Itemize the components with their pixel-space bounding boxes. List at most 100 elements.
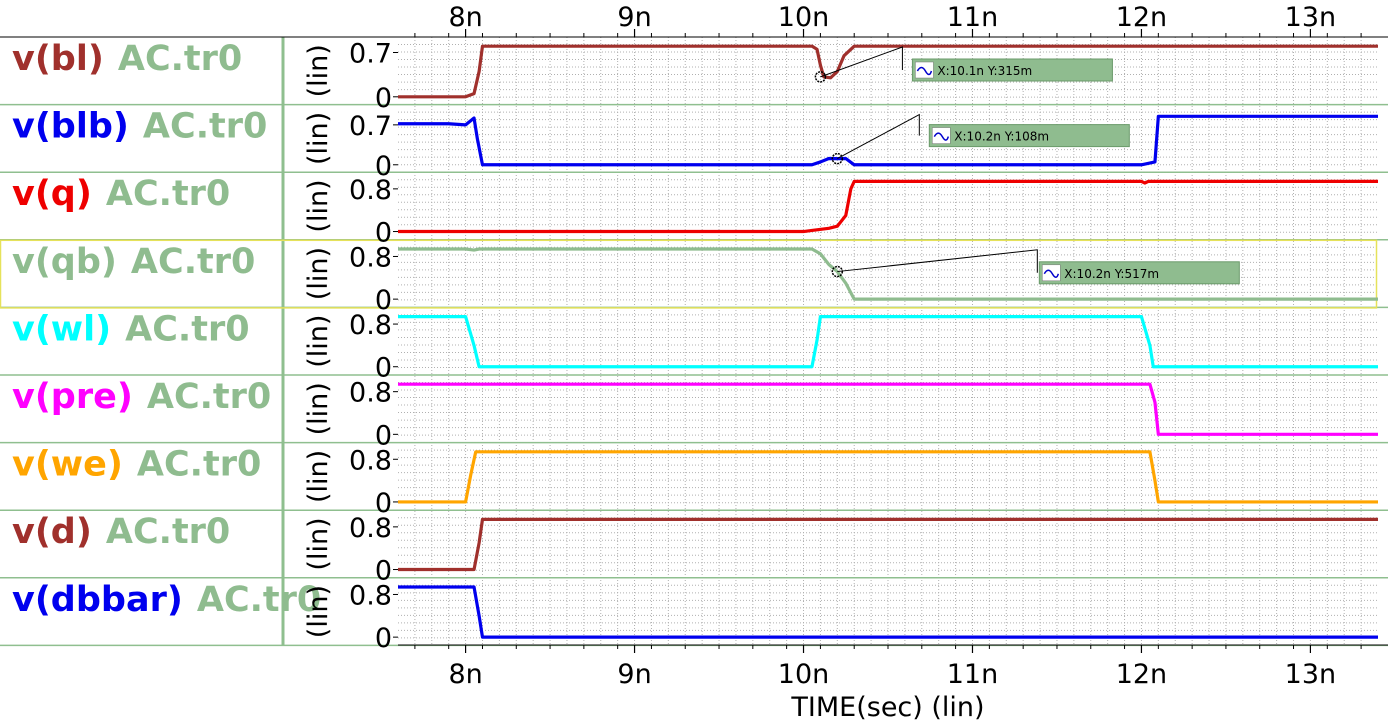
y-tick-label: 0 <box>375 556 392 587</box>
signal-label-vdbbar[interactable]: v(dbbar) AC.tr0 <box>12 580 321 620</box>
y-axis-label: (lin) <box>303 450 334 503</box>
x-tick-label-top: 13n <box>1285 2 1336 33</box>
marker-point[interactable] <box>831 152 844 165</box>
waveform-v-qb <box>398 247 1378 301</box>
sine-wave-icon <box>1043 269 1060 279</box>
marker-layer: X:10.1n Y:315m X:10.2n Y:108m X:10.2n Y:51… <box>814 46 1240 285</box>
x-tick-label-top: 9n <box>617 2 651 33</box>
signal-name: v(we) <box>12 445 123 485</box>
signal-label-vwl[interactable]: v(wl) AC.tr0 <box>12 309 250 349</box>
y-tick-label: 0 <box>375 420 392 451</box>
marker-point[interactable] <box>831 265 844 278</box>
signal-label-vblb[interactable]: v(blb) AC.tr0 <box>12 107 267 147</box>
marker-box <box>1038 261 1240 285</box>
y-axis-label: (lin) <box>303 315 334 368</box>
marker-readout[interactable]: X:10.2n Y:108m <box>928 124 1130 148</box>
signal-name: v(qb) <box>12 242 117 282</box>
y-axis-label: (lin) <box>303 585 334 638</box>
x-tick-label-top: 10n <box>778 2 829 33</box>
signal-source: AC.tr0 <box>137 445 261 485</box>
signal-source: AC.tr0 <box>197 580 321 620</box>
y-tick-label: 0.8 <box>349 580 392 611</box>
y-axis-label: (lin) <box>303 179 334 232</box>
y-tick-label: 0.8 <box>349 513 392 544</box>
marker-leader-line <box>837 249 1038 273</box>
y-tick-label: 0 <box>375 623 392 654</box>
marker-readout[interactable]: X:10.1n Y:315m <box>911 58 1113 82</box>
y-axis-label: (lin) <box>303 247 334 300</box>
signal-label-vbl[interactable]: v(bl) AC.tr0 <box>12 39 242 79</box>
signal-source: AC.tr0 <box>125 309 249 349</box>
x-tick-label-bottom: 9n <box>617 659 651 690</box>
x-tick-label-top: 12n <box>1116 2 1167 33</box>
waveform-v-we <box>398 450 1378 504</box>
y-tick-label: 0.8 <box>349 242 392 273</box>
x-tick-label-bottom: 13n <box>1285 659 1336 690</box>
marker-label: X:10.1n Y:315m <box>937 64 1032 78</box>
signal-label-vpre[interactable]: v(pre) AC.tr0 <box>12 377 271 417</box>
signal-source: AC.tr0 <box>143 107 267 147</box>
y-axis-label: (lin) <box>303 44 334 97</box>
signal-source: AC.tr0 <box>106 174 230 214</box>
y-tick-label: 0 <box>375 83 392 114</box>
waveform-v-bl <box>398 44 1378 99</box>
y-axis-label: (lin) <box>303 112 334 165</box>
x-tick-label-bottom: 11n <box>947 659 998 690</box>
signal-source: AC.tr0 <box>118 39 242 79</box>
y-tick-label: 0.8 <box>349 310 392 341</box>
waveform-v-dbbar <box>398 585 1378 639</box>
x-axis-title: TIME(sec) (lin) <box>790 692 984 723</box>
marker-box <box>928 124 1130 148</box>
signal-name: v(blb) <box>12 107 129 147</box>
signal-name: v(wl) <box>12 309 111 349</box>
sine-wave-icon <box>916 66 933 76</box>
label-layer: v(bl) AC.tr0 (lin)00.7v(blb) AC.tr0 (lin)00.… <box>12 38 392 654</box>
x-tick-label-top: 8n <box>448 2 482 33</box>
y-tick-label: 0 <box>375 218 392 249</box>
waveform-v-q <box>398 179 1378 234</box>
marker-label: X:10.2n Y:108m <box>954 130 1049 144</box>
marker-label: X:10.2n Y:517m <box>1064 267 1159 281</box>
y-tick-label: 0.7 <box>349 111 392 142</box>
signal-source: AC.tr0 <box>106 512 230 552</box>
signal-label-vq[interactable]: v(q) AC.tr0 <box>12 174 230 214</box>
waveform-layer <box>398 44 1378 639</box>
waveform-v-d <box>398 517 1378 572</box>
y-axis-label: (lin) <box>303 382 334 435</box>
marker-readout[interactable]: X:10.2n Y:517m <box>1038 261 1240 285</box>
y-tick-label: 0.8 <box>349 445 392 476</box>
signal-name: v(dbbar) <box>12 580 183 620</box>
marker-leader-line <box>837 113 920 160</box>
x-tick-label-bottom: 10n <box>778 659 829 690</box>
selected-panel-outline <box>0 239 1378 309</box>
signal-name: v(pre) <box>12 377 133 417</box>
x-tick-label-bottom: 8n <box>448 659 482 690</box>
waveform-v-wl <box>398 315 1378 369</box>
y-tick-label: 0 <box>375 353 392 384</box>
x-tick-label-bottom: 12n <box>1116 659 1167 690</box>
x-tick-label-top: 11n <box>947 2 998 33</box>
sine-wave-icon <box>933 132 950 141</box>
marker-point[interactable] <box>814 71 827 83</box>
signal-label-vd[interactable]: v(d) AC.tr0 <box>12 512 230 552</box>
y-axis-label: (lin) <box>303 517 334 570</box>
signal-label-vqb[interactable]: v(qb) AC.tr0 <box>12 242 255 282</box>
waveform-v-pre <box>398 382 1378 436</box>
y-tick-label: 0 <box>375 488 392 519</box>
signal-name: v(d) <box>12 512 92 552</box>
y-tick-label: 0.7 <box>349 38 392 69</box>
y-tick-label: 0 <box>375 151 392 182</box>
y-tick-label: 0.8 <box>349 175 392 206</box>
y-tick-label: 0.8 <box>349 378 392 409</box>
signal-name: v(q) <box>12 174 92 214</box>
y-tick-label: 0 <box>375 285 392 316</box>
signal-name: v(bl) <box>12 39 104 79</box>
signal-label-vwe[interactable]: v(we) AC.tr0 <box>12 445 261 485</box>
signal-source: AC.tr0 <box>147 377 271 417</box>
marker-box <box>911 58 1113 82</box>
waveform-v-blb <box>398 114 1378 167</box>
signal-source: AC.tr0 <box>131 242 255 282</box>
